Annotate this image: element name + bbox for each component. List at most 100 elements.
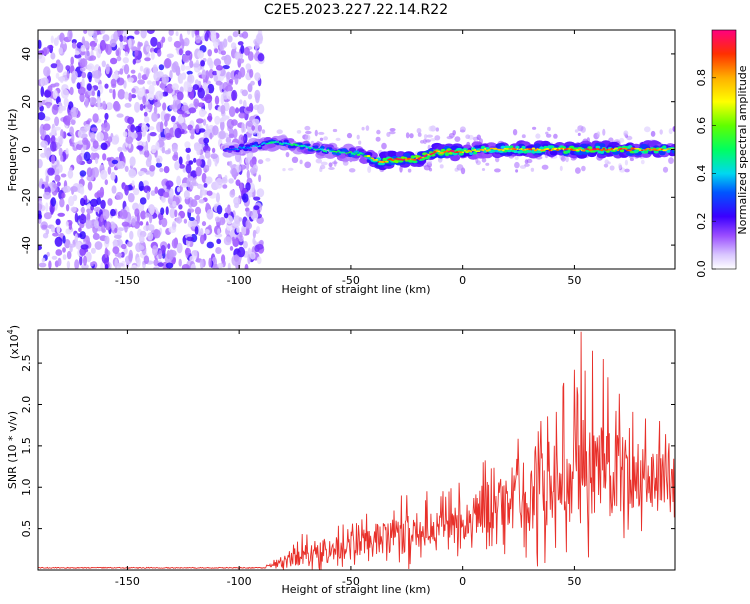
halo-mark: [365, 125, 370, 131]
noise-mark: [122, 35, 127, 43]
noise-mark: [155, 155, 163, 164]
noise-mark: [180, 63, 186, 72]
ridge-mark: [471, 149, 475, 151]
noise-mark: [197, 102, 205, 108]
ridge-mark: [463, 149, 467, 152]
ridge-mark: [394, 160, 399, 164]
x-tick-label: -100: [227, 274, 252, 287]
noise-mark: [65, 221, 69, 227]
noise-mark: [196, 214, 200, 224]
noise-mark: [178, 156, 183, 165]
noise-mark: [134, 101, 141, 113]
halo-mark: [318, 131, 325, 135]
halo-mark: [250, 130, 257, 135]
ridge-mark: [309, 147, 312, 150]
colorbar: 0.0 0.2 0.4 0.6 0.8 Normalized spectral ampl…: [695, 29, 749, 278]
halo-mark: [314, 129, 318, 137]
ridge-mark: [343, 151, 346, 154]
noise-mark: [158, 249, 163, 260]
ridge-mark: [444, 152, 450, 156]
colorbar-tick-label: 0.6: [695, 117, 708, 135]
noise-mark: [61, 106, 67, 111]
noise-mark: [237, 41, 244, 46]
noise-mark: [76, 154, 83, 165]
noise-mark: [218, 217, 226, 226]
noise-mark: [178, 164, 185, 169]
noise-mark: [249, 68, 254, 78]
noise-mark: [68, 222, 73, 230]
halo-mark: [476, 134, 481, 141]
noise-mark: [183, 218, 188, 224]
noise-mark: [172, 95, 178, 101]
noise-mark: [52, 232, 59, 237]
noise-mark: [62, 235, 66, 244]
noise-mark: [234, 215, 241, 225]
noise-mark: [41, 257, 46, 263]
halo-mark: [623, 132, 628, 137]
halo-mark: [481, 168, 486, 171]
ridge-mark: [577, 148, 582, 150]
noise-mark: [245, 63, 252, 71]
snr-panel: -150 -100 -50 0 50 0.5 1.0 1.5 2.0 2.5 Height of…: [6, 325, 676, 596]
noise-mark: [257, 124, 262, 132]
snr-y-ticks: 0.5 1.0 1.5 2.0 2.5: [20, 354, 675, 537]
noise-mark: [84, 124, 91, 131]
noise-mark: [104, 263, 109, 269]
noise-mark: [149, 204, 155, 216]
noise-mark: [50, 141, 57, 152]
ridge-mark: [470, 150, 473, 153]
halo-mark: [287, 167, 294, 171]
noise-mark: [70, 206, 77, 212]
noise-mark: [219, 117, 226, 123]
noise-mark: [175, 99, 181, 110]
noise-mark: [66, 250, 72, 260]
noise-mark: [238, 217, 243, 222]
noise-mark: [117, 30, 124, 37]
noise-mark: [66, 70, 70, 79]
colorbar-gradient: [712, 30, 736, 269]
noise-mark: [166, 83, 174, 94]
noise-mark: [101, 224, 106, 232]
noise-mark: [231, 236, 235, 242]
ridge-mark: [447, 151, 451, 153]
noise-mark: [254, 40, 258, 52]
ridge-mark: [338, 153, 347, 159]
spectrogram-y-ticks: -40 -20 0 20 40: [20, 47, 675, 254]
noise-mark: [212, 70, 218, 76]
noise-mark: [246, 169, 250, 180]
noise-mark: [143, 185, 151, 194]
noise-mark: [223, 212, 229, 219]
noise-mark: [218, 130, 226, 140]
ridge-mark: [599, 150, 605, 154]
noise-mark: [171, 221, 177, 231]
noise-mark: [223, 236, 232, 246]
noise-mark: [38, 39, 42, 49]
halo-mark: [305, 130, 312, 135]
noise-mark: [137, 79, 146, 85]
noise-mark: [83, 151, 91, 162]
noise-mark: [247, 83, 253, 93]
noise-mark: [202, 82, 208, 90]
ridge-mark: [275, 140, 277, 143]
noise-mark: [239, 67, 246, 78]
noise-mark: [229, 246, 234, 251]
noise-mark: [47, 167, 55, 176]
noise-mark: [100, 142, 108, 151]
ridge-mark: [513, 148, 518, 151]
noise-mark: [80, 207, 85, 213]
noise-mark: [111, 185, 117, 194]
ridge-mark: [423, 155, 427, 158]
noise-mark: [189, 91, 194, 100]
ridge-mark: [288, 143, 292, 146]
noise-mark: [234, 74, 239, 85]
noise-mark: [254, 72, 261, 81]
noise-mark: [109, 88, 113, 94]
ridge-mark: [642, 149, 646, 151]
halo-mark: [530, 167, 535, 172]
noise-mark: [172, 200, 177, 208]
ridge-mark: [560, 147, 564, 150]
noise-mark: [91, 45, 95, 51]
noise-scatter: [38, 30, 675, 269]
noise-mark: [124, 165, 129, 172]
noise-mark: [107, 166, 112, 175]
